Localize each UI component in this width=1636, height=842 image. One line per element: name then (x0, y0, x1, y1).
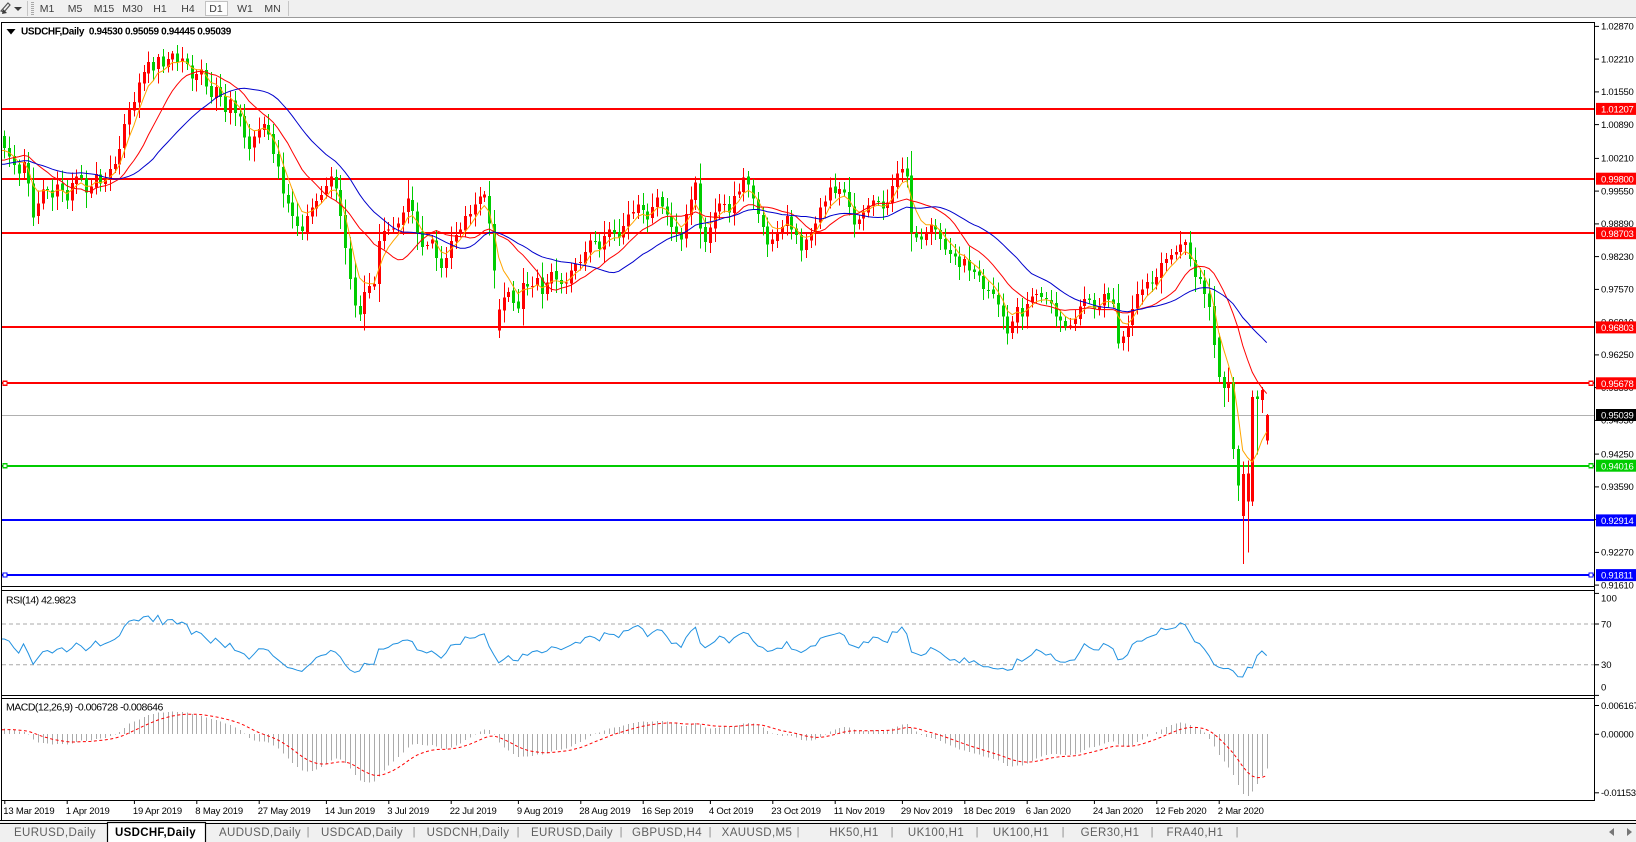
svg-text:0.00000: 0.00000 (1601, 730, 1634, 741)
svg-text:1.00890: 1.00890 (1601, 120, 1634, 131)
svg-text:USDCAD,Daily: USDCAD,Daily (321, 827, 403, 839)
svg-text:MN: MN (264, 3, 280, 15)
svg-text:1.02870: 1.02870 (1601, 22, 1634, 33)
svg-text:EURUSD,Daily: EURUSD,Daily (531, 827, 613, 839)
svg-text:|: | (620, 826, 623, 838)
svg-text:0.92914: 0.92914 (1601, 516, 1634, 527)
svg-text:16 Sep 2019: 16 Sep 2019 (642, 806, 694, 817)
svg-text:-0.011531: -0.011531 (1601, 788, 1636, 799)
svg-text:0.98890: 0.98890 (1601, 219, 1634, 230)
svg-text:|: | (1236, 826, 1239, 838)
svg-text:24 Jan 2020: 24 Jan 2020 (1093, 806, 1143, 817)
svg-text:30: 30 (1601, 660, 1612, 671)
svg-text:0.95678: 0.95678 (1601, 379, 1634, 390)
svg-text:UK100,H1: UK100,H1 (908, 827, 964, 839)
svg-text:M30: M30 (122, 3, 143, 15)
svg-text:0.98230: 0.98230 (1601, 252, 1634, 263)
svg-text:0.92270: 0.92270 (1601, 548, 1634, 559)
svg-text:EURUSD,Daily: EURUSD,Daily (14, 827, 96, 839)
svg-text:USDCHF,Daily: USDCHF,Daily (115, 827, 196, 839)
svg-text:0.96803: 0.96803 (1601, 323, 1634, 334)
svg-text:4 Oct 2019: 4 Oct 2019 (709, 806, 753, 817)
svg-text:22 Jul 2019: 22 Jul 2019 (450, 806, 497, 817)
svg-text:0.98703: 0.98703 (1601, 229, 1634, 240)
svg-text:M5: M5 (68, 3, 83, 15)
svg-text:27 May 2019: 27 May 2019 (258, 806, 311, 817)
svg-text:9 Aug 2019: 9 Aug 2019 (517, 806, 563, 817)
svg-text:HK50,H1: HK50,H1 (829, 827, 878, 839)
svg-text:0.006167: 0.006167 (1601, 701, 1636, 712)
svg-text:D1: D1 (209, 3, 223, 15)
svg-text:0.94016: 0.94016 (1601, 461, 1634, 472)
svg-text:1.02210: 1.02210 (1601, 54, 1634, 65)
svg-text:12 Feb 2020: 12 Feb 2020 (1155, 806, 1206, 817)
svg-text:28 Aug 2019: 28 Aug 2019 (579, 806, 630, 817)
svg-text:0.95039: 0.95039 (1601, 411, 1634, 422)
svg-text:H4: H4 (181, 3, 195, 15)
svg-text:0.94250: 0.94250 (1601, 449, 1634, 460)
svg-text:1 Apr 2019: 1 Apr 2019 (66, 806, 110, 817)
svg-text:MACD(12,26,9) -0.006728 -0.008: MACD(12,26,9) -0.006728 -0.008646 (6, 702, 164, 714)
svg-text:70: 70 (1601, 619, 1612, 630)
svg-text:|: | (891, 826, 894, 838)
svg-text:M15: M15 (94, 3, 115, 15)
svg-text:AUDUSD,Daily: AUDUSD,Daily (219, 827, 301, 839)
svg-text:100: 100 (1601, 594, 1617, 605)
svg-text:0.94930: 0.94930 (1601, 416, 1634, 427)
svg-text:USDCNH,Daily: USDCNH,Daily (427, 827, 510, 839)
svg-text:2 Mar 2020: 2 Mar 2020 (1218, 806, 1264, 817)
svg-text:FRA40,H1: FRA40,H1 (1167, 827, 1224, 839)
svg-text:1.01550: 1.01550 (1601, 87, 1634, 98)
svg-text:UK100,H1: UK100,H1 (993, 827, 1049, 839)
svg-text:GBPUSD,H4: GBPUSD,H4 (632, 827, 702, 839)
svg-text:W1: W1 (237, 3, 253, 15)
svg-text:GER30,H1: GER30,H1 (1081, 827, 1140, 839)
svg-text:1.01207: 1.01207 (1601, 105, 1634, 116)
svg-text:3 Jul 2019: 3 Jul 2019 (387, 806, 429, 817)
svg-text:0.91811: 0.91811 (1601, 571, 1633, 582)
svg-text:0: 0 (1601, 683, 1606, 694)
svg-text:|: | (976, 826, 979, 838)
svg-text:|: | (709, 826, 712, 838)
svg-text:|: | (1151, 826, 1154, 838)
svg-text:8 May 2019: 8 May 2019 (195, 806, 243, 817)
svg-text:11 Nov 2019: 11 Nov 2019 (834, 806, 885, 817)
svg-text:H1: H1 (153, 3, 167, 15)
svg-text:M1: M1 (40, 3, 55, 15)
svg-text:1.00210: 1.00210 (1601, 154, 1634, 165)
svg-text:XAUUSD,M5: XAUUSD,M5 (722, 827, 793, 839)
svg-text:0.91610: 0.91610 (1601, 580, 1634, 591)
svg-text:18 Dec 2019: 18 Dec 2019 (963, 806, 1015, 817)
svg-text:0.93590: 0.93590 (1601, 482, 1634, 493)
svg-text:29 Nov 2019: 29 Nov 2019 (901, 806, 953, 817)
svg-text:19 Apr 2019: 19 Apr 2019 (133, 806, 182, 817)
svg-text:RSI(14) 42.9823: RSI(14) 42.9823 (6, 595, 76, 607)
svg-text:|: | (307, 826, 310, 838)
svg-text:6 Jan 2020: 6 Jan 2020 (1026, 806, 1071, 817)
svg-text:|: | (413, 826, 416, 838)
svg-text:|: | (1062, 826, 1065, 838)
svg-text:14 Jun 2019: 14 Jun 2019 (325, 806, 375, 817)
svg-text:23 Oct 2019: 23 Oct 2019 (771, 806, 821, 817)
svg-text:0.97570: 0.97570 (1601, 285, 1634, 296)
svg-text:0.96250: 0.96250 (1601, 350, 1634, 361)
svg-text:13 Mar 2019: 13 Mar 2019 (3, 806, 54, 817)
svg-text:USDCHF,Daily 0.94530 0.95059: USDCHF,Daily 0.94530 0.95059 0.94445 0.9… (21, 27, 232, 38)
svg-text:0.99550: 0.99550 (1601, 186, 1634, 197)
svg-text:|: | (797, 826, 800, 838)
svg-text:|: | (517, 826, 520, 838)
svg-text:0.99800: 0.99800 (1601, 174, 1634, 185)
